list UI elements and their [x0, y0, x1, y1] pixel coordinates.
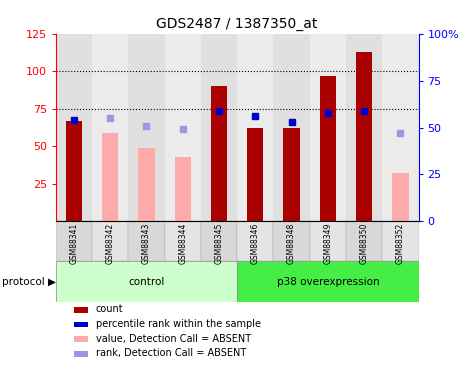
- Bar: [165, 34, 201, 221]
- Bar: [201, 34, 237, 221]
- Bar: [319, 76, 336, 221]
- Bar: [92, 34, 128, 221]
- Text: value, Detection Call = ABSENT: value, Detection Call = ABSENT: [96, 334, 251, 344]
- Bar: [74, 351, 88, 357]
- Bar: [247, 128, 264, 221]
- Bar: [102, 133, 119, 221]
- Bar: [128, 221, 165, 261]
- Bar: [56, 34, 92, 221]
- Text: GSM88348: GSM88348: [287, 222, 296, 264]
- Text: GSM88342: GSM88342: [106, 222, 115, 264]
- Bar: [346, 221, 382, 261]
- Bar: [273, 34, 310, 221]
- Text: rank, Detection Call = ABSENT: rank, Detection Call = ABSENT: [96, 348, 246, 358]
- Bar: [382, 34, 418, 221]
- Text: GSM88346: GSM88346: [251, 222, 260, 264]
- Bar: [283, 128, 300, 221]
- Bar: [56, 261, 237, 302]
- Bar: [201, 221, 237, 261]
- Text: control: control: [128, 276, 165, 286]
- Text: GSM88344: GSM88344: [178, 222, 187, 264]
- Text: percentile rank within the sample: percentile rank within the sample: [96, 319, 261, 329]
- Bar: [74, 336, 88, 342]
- Bar: [128, 34, 165, 221]
- Text: count: count: [96, 304, 123, 314]
- Bar: [346, 34, 382, 221]
- Text: GSM88350: GSM88350: [359, 222, 369, 264]
- Bar: [237, 221, 273, 261]
- Bar: [237, 261, 418, 302]
- Bar: [92, 221, 128, 261]
- Bar: [310, 221, 346, 261]
- Bar: [56, 221, 92, 261]
- Text: GSM88345: GSM88345: [214, 222, 224, 264]
- Bar: [165, 221, 201, 261]
- Title: GDS2487 / 1387350_at: GDS2487 / 1387350_at: [156, 17, 318, 32]
- Bar: [356, 52, 372, 221]
- Text: GSM88343: GSM88343: [142, 222, 151, 264]
- Bar: [382, 221, 418, 261]
- Bar: [310, 34, 346, 221]
- Bar: [211, 86, 227, 221]
- Text: GSM88341: GSM88341: [69, 222, 79, 264]
- Text: p38 overexpression: p38 overexpression: [277, 276, 379, 286]
- Bar: [66, 121, 82, 221]
- Text: GSM88352: GSM88352: [396, 222, 405, 264]
- Bar: [237, 34, 273, 221]
- Bar: [138, 148, 155, 221]
- Bar: [174, 157, 191, 221]
- Text: GSM88349: GSM88349: [323, 222, 332, 264]
- Text: protocol ▶: protocol ▶: [2, 276, 56, 286]
- Bar: [273, 221, 310, 261]
- Bar: [392, 173, 409, 221]
- Bar: [74, 322, 88, 327]
- Bar: [74, 307, 88, 313]
